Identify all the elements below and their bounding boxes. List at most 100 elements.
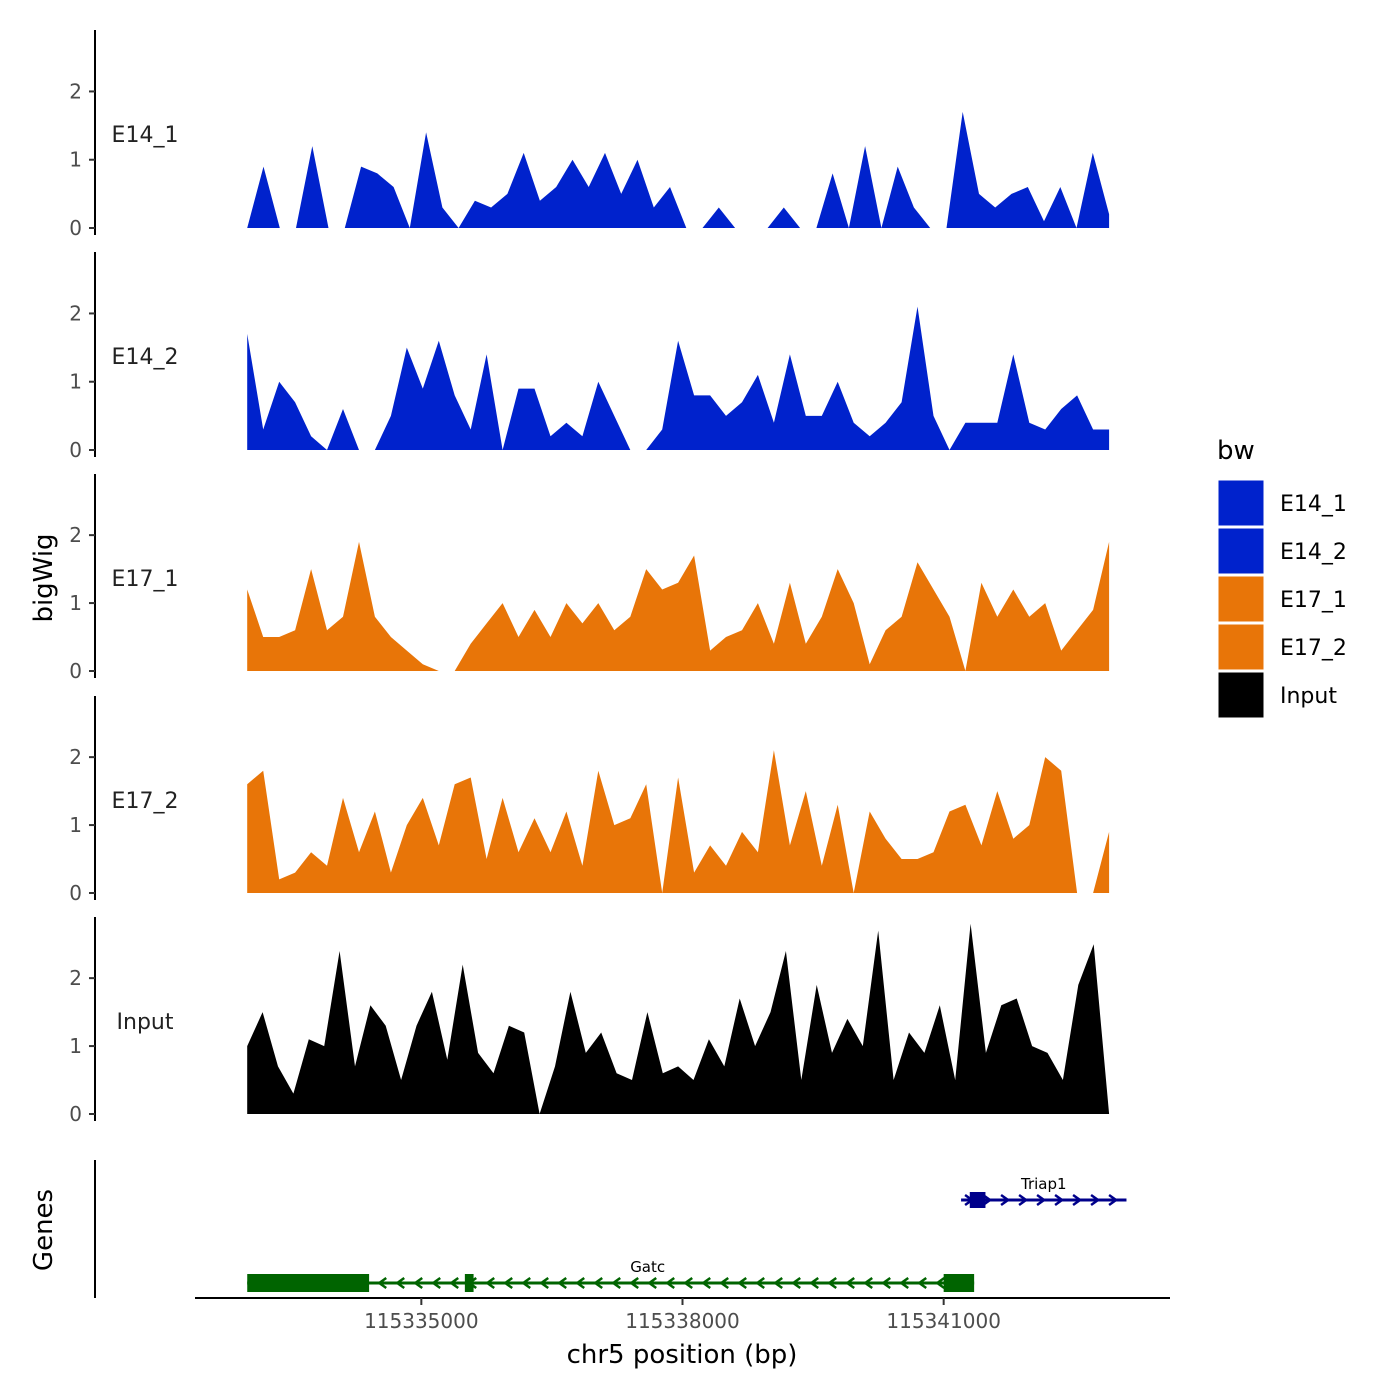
legend-item-E14_2: E14_2 [1217,527,1347,575]
strand-arrow [611,1276,621,1290]
strand-arrow [863,1276,873,1290]
legend-label: E14_2 [1280,540,1347,565]
strand-arrow [1000,1193,1011,1207]
legend-swatch [1217,623,1265,671]
strand-arrow [737,1276,747,1290]
legend-item-E17_2: E17_2 [1217,623,1347,671]
strand-arrow [1054,1193,1065,1207]
y-tick-label: 1 [69,148,82,172]
signal-area-E17_1 [247,541,1110,671]
signal-area-E14_1 [247,111,1110,228]
strand-arrow [521,1276,531,1290]
strand-arrow [719,1276,729,1290]
y-tick-label: 0 [69,216,82,240]
y-tick-label: 1 [69,370,82,394]
gene-track: Gatc Triap1 [94,1160,1127,1298]
strand-arrow [701,1276,711,1290]
strand-arrow [917,1276,927,1290]
strand-arrow [1108,1193,1119,1207]
legend-label: E17_2 [1280,636,1347,661]
strand-arrow [1090,1193,1101,1207]
exon-block [247,1274,370,1292]
exon-block [464,1274,474,1292]
x-tick-label: 115338000 [625,1309,740,1333]
strand-arrow [557,1276,567,1290]
track-label: E14_2 [112,345,179,370]
legend-item-Input: Input [1217,671,1337,719]
strand-arrow [683,1276,693,1290]
strand-arrow [431,1276,441,1290]
strand-arrow [1072,1193,1083,1207]
strand-arrow [1036,1193,1047,1207]
track-E14_1: 0 1 2 E14_1 [69,30,1110,240]
legend-label: E17_1 [1280,588,1347,613]
signal-tracks: 0 1 2 E14_1 0 1 2 E14_2 0 1 2 E17_1 0 1 2 E17_2 0 1 2 Input [69,30,1110,1126]
gene-label: Triap1 [1020,1175,1067,1193]
track-E17_2: 0 1 2 E17_2 [69,696,1110,905]
legend-swatch [1217,479,1265,527]
x-tick-label: 115341000 [886,1309,1001,1333]
legend-swatch [1217,671,1265,719]
exon-block [943,1274,975,1292]
strand-arrow [845,1276,855,1290]
y-tick-label: 1 [69,591,82,615]
legend-label: E14_1 [1280,492,1347,517]
legend: bw E14_1 E14_2 E17_1 E17_2 Input [1217,436,1347,719]
strand-arrow [485,1276,495,1290]
track-E14_2: 0 1 2 E14_2 [69,252,1110,462]
strand-arrow [755,1276,765,1290]
legend-title: bw [1217,436,1255,466]
strand-arrow [791,1276,801,1290]
strand-arrow [773,1276,783,1290]
genes-axis-title: Genes [29,1189,59,1271]
strand-arrow [377,1276,387,1290]
y-tick-label: 0 [69,438,82,462]
legend-swatch [1217,575,1265,623]
signal-area-Input [247,923,1110,1114]
strand-arrow [809,1276,819,1290]
x-axis-title: chr5 position (bp) [567,1340,798,1370]
gene-Triap1: Triap1 [961,1175,1127,1208]
y-tick-label: 2 [69,745,82,769]
y-tick-label: 2 [69,523,82,547]
strand-arrow [413,1276,423,1290]
track-label: E14_1 [112,123,179,148]
strand-arrow [665,1276,675,1290]
legend-item-E14_1: E14_1 [1217,479,1347,527]
legend-item-E17_1: E17_1 [1217,575,1347,623]
track-Input: 0 1 2 Input [69,917,1110,1126]
strand-arrow [395,1276,405,1290]
strand-arrow [593,1276,603,1290]
track-E17_1: 0 1 2 E17_1 [69,474,1110,683]
y-tick-label: 0 [69,659,82,683]
legend-label: Input [1280,684,1337,709]
y-tick-label: 2 [69,966,82,990]
y-tick-label: 1 [69,813,82,837]
strand-arrow [647,1276,657,1290]
strand-arrow [539,1276,549,1290]
y-axis-title: bigWig [29,533,59,622]
strand-arrow [899,1276,909,1290]
strand-arrow [1018,1193,1029,1207]
signal-area-E14_2 [247,306,1110,450]
y-tick-label: 0 [69,881,82,905]
x-tick-label: 115335000 [364,1309,479,1333]
exon-block [969,1192,986,1208]
strand-arrow [503,1276,513,1290]
strand-arrow [629,1276,639,1290]
legend-swatch [1217,527,1265,575]
strand-arrow [575,1276,585,1290]
strand-arrow [449,1276,459,1290]
strand-arrow [881,1276,891,1290]
y-tick-label: 0 [69,1102,82,1126]
signal-area-E17_2 [247,750,1110,893]
track-label: Input [117,1010,174,1035]
y-tick-label: 2 [69,79,82,103]
x-axis: 115335000 115338000 115341000 [195,1297,1170,1333]
strand-arrow [935,1276,945,1290]
track-label: E17_1 [112,567,179,592]
gene-label: Gatc [630,1258,665,1276]
strand-arrow [827,1276,837,1290]
gene-Gatc: Gatc [247,1258,975,1292]
